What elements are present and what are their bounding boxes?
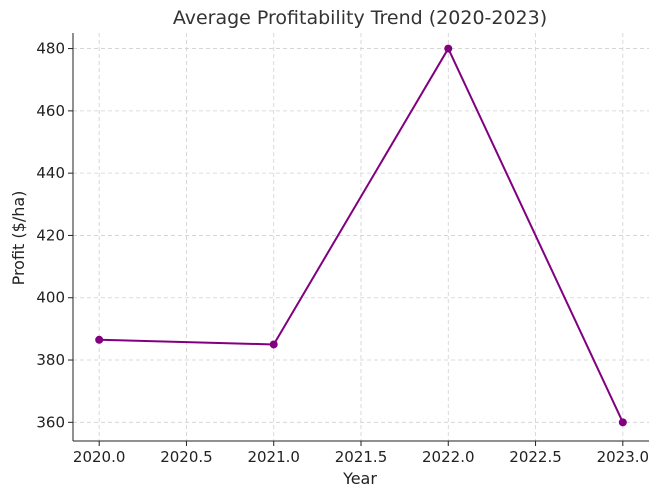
data-point (444, 44, 453, 53)
y-tick-label: 440 (36, 164, 65, 182)
x-tick-label: 2020.0 (73, 448, 126, 466)
x-tick-label: 2020.5 (160, 448, 213, 466)
x-axis-ticks: 2020.0 2020.5 2021.0 2021.5 2022.0 2022.5 2023… (73, 441, 649, 466)
y-tick-label: 460 (36, 102, 65, 120)
chart-title: Average Profitability Trend (2020-2023) (173, 7, 547, 29)
y-tick-label: 360 (36, 413, 65, 431)
data-point (269, 340, 278, 349)
y-tick-label: 420 (36, 226, 65, 244)
y-axis-ticks: 360 380 400 420 440 460 480 (36, 40, 73, 431)
x-tick-label: 2022.0 (422, 448, 475, 466)
data-point (95, 335, 104, 344)
series-line (99, 47, 624, 423)
y-tick-label: 380 (36, 351, 65, 369)
y-tick-label: 480 (36, 40, 65, 58)
x-axis-title: Year (342, 469, 377, 488)
x-tick-label: 2022.5 (509, 448, 562, 466)
grid (73, 33, 649, 441)
x-tick-label: 2023.0 (597, 448, 650, 466)
data-point (618, 418, 627, 427)
y-axis-title: Profit ($/ha) (9, 191, 28, 286)
y-tick-label: 400 (36, 289, 65, 307)
series-layer (95, 44, 627, 427)
x-tick-label: 2021.5 (335, 448, 388, 466)
x-tick-label: 2021.0 (247, 448, 300, 466)
